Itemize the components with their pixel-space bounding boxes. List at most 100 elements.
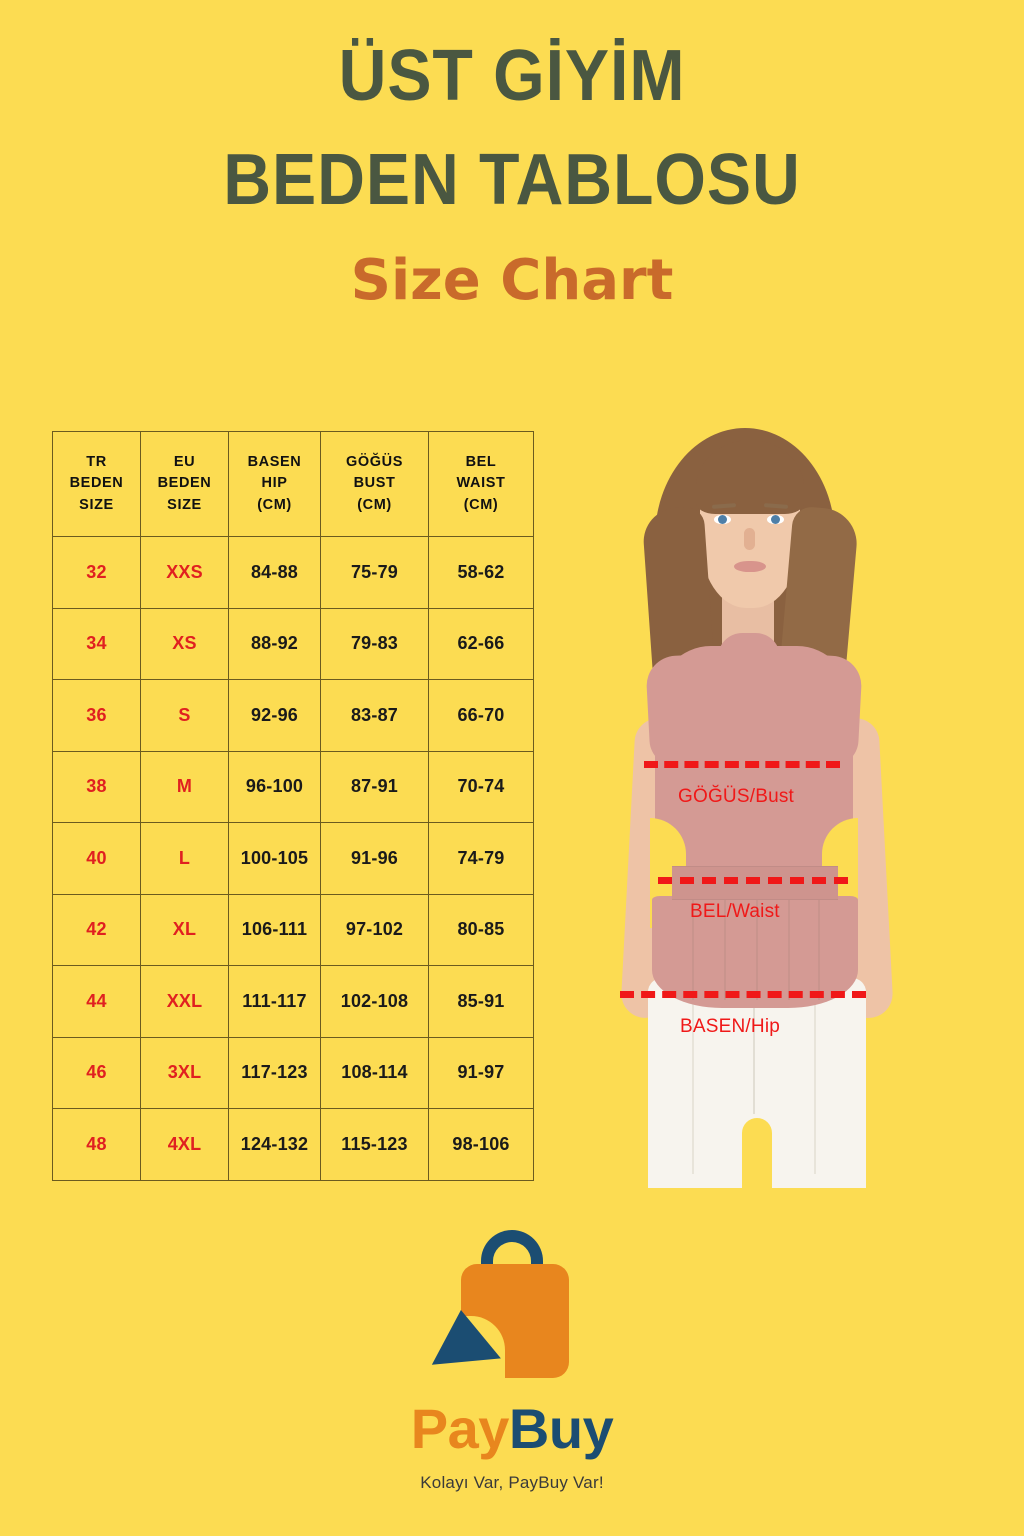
nose [744,528,755,550]
cell-eu-size: XXS [140,536,229,609]
column-header-hip: BASEN HIP (CM) [228,431,321,537]
pleat-line [818,900,820,1000]
cell-hip: 92-96 [228,679,321,752]
cell-eu-size: XXL [140,965,229,1038]
brand-word-buy: Buy [508,1397,614,1460]
header-block: ÜST GİYİM BEDEN TABLOSU Size Chart [0,36,1024,313]
cell-tr-size: 46 [52,1036,141,1109]
cell-bust: 87-91 [320,750,429,823]
peplum-skirt [652,896,858,1008]
table-row: 44 XXL 111-117 102-108 85-91 [52,965,534,1038]
cell-waist: 74-79 [428,822,534,895]
column-header-tr-size: TR BEDEN SIZE [52,431,141,537]
cell-bust: 115-123 [320,1108,429,1181]
cell-tr-size: 32 [52,536,141,609]
cell-eu-size: 3XL [140,1036,229,1109]
waist-measure-label: BEL/Waist [690,901,780,922]
trouser-fold-right [814,984,816,1174]
cell-tr-size: 42 [52,893,141,966]
cell-tr-size: 34 [52,607,141,680]
cell-eu-size: XL [140,893,229,966]
cell-tr-size: 38 [52,750,141,823]
cell-hip: 117-123 [228,1036,321,1109]
column-header-eu-size: EU BEDEN SIZE [140,431,229,537]
page-title-line-2: BEDEN TABLOSU [223,139,801,220]
header-line-1: GÖĞÜS [346,454,403,471]
brand-word-pay: Pay [410,1397,510,1460]
cell-eu-size: M [140,750,229,823]
waist-measure-line [658,877,848,884]
cell-waist: 80-85 [428,893,534,966]
column-header-waist: BEL WAIST (CM) [428,431,534,537]
pleat-line [692,900,694,1000]
iris-left [718,515,727,524]
cell-bust: 102-108 [320,965,429,1038]
cell-bust: 108-114 [320,1036,429,1109]
header-line-3: SIZE [79,496,114,513]
bag-notch [445,1316,505,1378]
table-row: 42 XL 106-111 97-102 80-85 [52,893,534,966]
header-line-2: WAIST [456,475,506,492]
cell-tr-size: 40 [52,822,141,895]
cell-hip: 100-105 [228,822,321,895]
brand-wordmark: PayBuy [0,1396,1024,1461]
bust-measure-label: GÖĞÜS/Bust [678,786,795,807]
hip-measure-label: BASEN/Hip [680,1016,781,1037]
trouser-gap [742,1118,772,1194]
page-subtitle: Size Chart [350,247,674,313]
cell-hip: 88-92 [228,607,321,680]
header-line-3: (CM) [357,496,392,513]
size-chart-table: TR BEDEN SIZE EU BEDEN SIZE BASEN HIP (C… [52,431,534,1181]
header-line-3: (CM) [257,496,292,513]
header-line-2: BEDEN [157,475,212,492]
header-line-1: EU [173,454,196,471]
table-row: 36 S 92-96 83-87 66-70 [52,679,534,752]
paybuy-logo-icon [427,1228,597,1392]
cell-eu-size: L [140,822,229,895]
header-line-1: BEL [465,454,497,471]
cell-tr-size: 48 [52,1108,141,1181]
table-header: TR BEDEN SIZE EU BEDEN SIZE BASEN HIP (C… [52,431,534,537]
cell-waist: 66-70 [428,679,534,752]
cell-eu-size: XS [140,607,229,680]
table-row: 46 3XL 117-123 108-114 91-97 [52,1036,534,1109]
trouser-fold-left [692,984,694,1174]
pleat-line [756,900,758,1000]
cell-eu-size: 4XL [140,1108,229,1181]
hair-top [696,440,804,514]
hip-measure-line [620,991,866,998]
brand-footer: PayBuy Kolayı Var, PayBuy Var! [0,1228,1024,1493]
table-body: 32 XXS 84-88 75-79 58-62 34 XS 88-92 79-… [52,536,534,1181]
header-line-1: TR [86,454,107,471]
cell-bust: 79-83 [320,607,429,680]
cell-bust: 75-79 [320,536,429,609]
page-title-line-1: ÜST GİYİM [338,36,686,116]
cell-hip: 84-88 [228,536,321,609]
table-row: 38 M 96-100 87-91 70-74 [52,750,534,823]
cell-waist: 58-62 [428,536,534,609]
cell-waist: 85-91 [428,965,534,1038]
cell-hip: 106-111 [228,893,321,966]
header-line-3: SIZE [167,496,202,513]
cell-hip: 124-132 [228,1108,321,1181]
header-line-1: BASEN [247,454,302,471]
cell-hip: 111-117 [228,965,321,1038]
bust-measure-line [644,761,840,768]
blouse-collar [718,633,780,661]
cell-bust: 97-102 [320,893,429,966]
table-row: 48 4XL 124-132 115-123 98-106 [52,1108,534,1181]
iris-right [771,515,780,524]
header-line-3: (CM) [463,496,499,513]
trouser-seam [753,984,755,1114]
table-row: 32 XXS 84-88 75-79 58-62 [52,536,534,609]
cell-tr-size: 36 [52,679,141,752]
pleat-line [724,900,726,1000]
header-line-2: BUST [353,475,396,492]
pleat-line [788,900,790,1000]
cell-waist: 91-97 [428,1036,534,1109]
lips [734,561,766,572]
cell-eu-size: S [140,679,229,752]
model-photo: GÖĞÜS/Bust BEL/Waist BASEN/Hip [600,418,930,1194]
cell-bust: 91-96 [320,822,429,895]
